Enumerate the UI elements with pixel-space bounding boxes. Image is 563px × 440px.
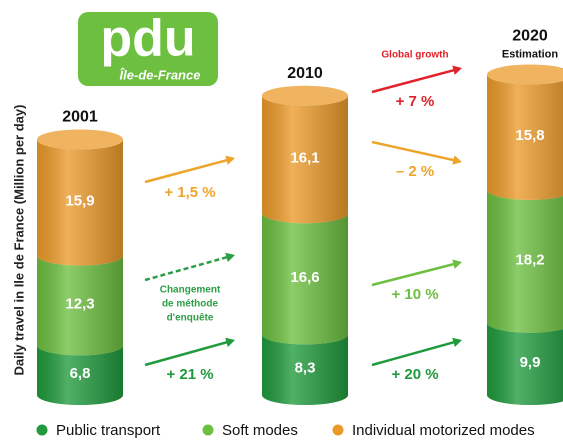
annotation: + 7 %	[396, 93, 435, 110]
cylinder-top-light	[37, 129, 123, 150]
arrow-line	[371, 262, 457, 287]
value-label: 18,2	[515, 251, 544, 268]
segment-shade	[37, 255, 123, 356]
arrow-head	[225, 337, 235, 347]
cylinder-top	[37, 129, 123, 150]
segment-shade	[262, 95, 348, 224]
arrow-line	[371, 140, 457, 162]
annotation: Changement	[160, 285, 221, 296]
category-note: Estimation	[502, 48, 559, 60]
arrow-line	[371, 340, 457, 367]
legend-marker	[332, 424, 344, 436]
annotation: + 21 %	[166, 366, 213, 383]
logo-subtitle: Île-de-France	[120, 67, 201, 82]
logo-box	[78, 12, 218, 86]
annotation: + 1,5 %	[164, 184, 215, 201]
cylinder-top	[487, 64, 563, 85]
value-label: 8,3	[295, 360, 316, 377]
segment-shade	[487, 74, 563, 200]
segment-shade	[262, 213, 348, 345]
annotation: Global growth	[381, 50, 448, 61]
cylinder-top-light	[262, 85, 348, 106]
cylinder-top-light	[487, 64, 563, 85]
segment-shade	[487, 189, 563, 333]
arrow-line	[371, 68, 457, 94]
arrow-head	[225, 252, 235, 262]
arrow-head	[225, 155, 235, 165]
annotation: – 2 %	[396, 163, 434, 180]
annotation: d'enquête	[167, 313, 214, 324]
arrow-head	[452, 259, 462, 269]
segment-shade	[262, 334, 348, 405]
annotation: de méthode	[162, 299, 219, 310]
legend-label: Soft modes	[222, 422, 298, 439]
segment-shade	[487, 322, 563, 405]
value-label: 15,8	[515, 127, 544, 144]
arrow-head	[452, 65, 462, 75]
annotation: + 20 %	[391, 366, 438, 383]
annotation: + 10 %	[391, 286, 438, 303]
category-label: 2010	[287, 65, 323, 82]
segment-shade	[37, 139, 123, 266]
category-label: 2001	[62, 109, 98, 126]
arrow-line	[144, 255, 230, 282]
value-label: 9,9	[520, 354, 541, 371]
value-label: 12,3	[65, 295, 94, 312]
value-label: 15,9	[65, 193, 94, 210]
segment-shade	[37, 345, 123, 405]
value-label: 6,8	[70, 365, 91, 382]
cylinder-top	[262, 85, 348, 106]
legend-marker	[202, 424, 214, 436]
value-label: 16,1	[290, 149, 319, 166]
logo-text: pdu	[100, 10, 195, 68]
arrow-head	[452, 337, 462, 347]
y-axis-label: Daily travel in Ile de France (Million p…	[11, 105, 26, 376]
value-label: 16,6	[290, 269, 319, 286]
category-label: 2020	[512, 28, 548, 45]
arrow-line	[144, 340, 230, 367]
legend-marker	[36, 424, 48, 436]
legend-label: Individual motorized modes	[352, 422, 535, 439]
arrow-line	[144, 158, 230, 184]
arrow-head	[452, 155, 462, 165]
legend-label: Public transport	[56, 422, 161, 439]
